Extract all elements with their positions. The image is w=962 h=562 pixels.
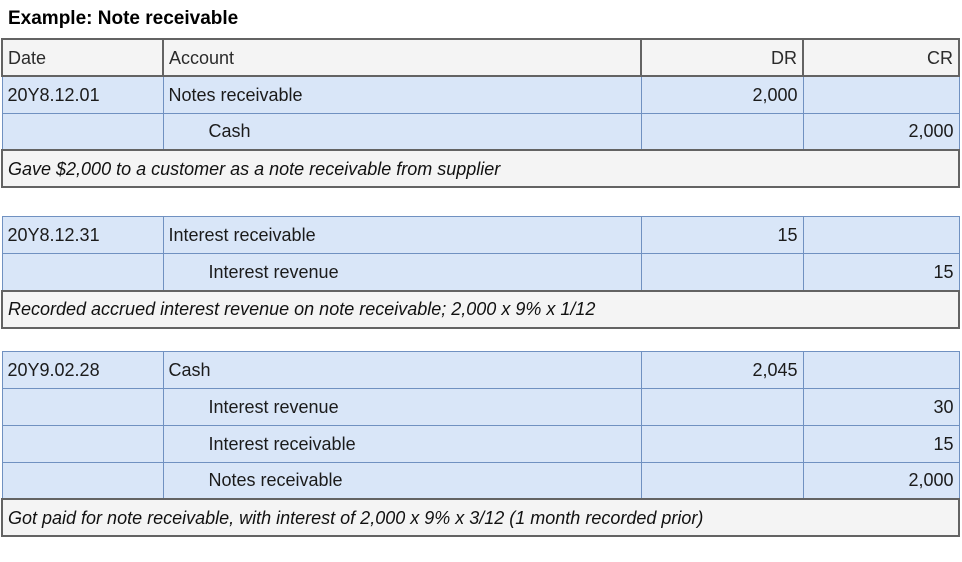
account-cell: Interest receivable [162, 216, 642, 254]
entry-note: Recorded accrued interest revenue on not… [1, 289, 960, 329]
journal-table-block-3: 20Y9.02.28 Cash 2,045 Interest revenue 3… [1, 350, 960, 537]
column-header-cr: CR [802, 38, 960, 77]
dr-cell: 2,000 [640, 75, 804, 114]
dr-cell [640, 387, 804, 426]
date-cell [1, 112, 164, 151]
journal-row: Cash 2,000 [1, 112, 960, 151]
column-header-dr: DR [640, 38, 804, 77]
account-cell: Interest revenue [162, 387, 642, 426]
header-row: Date Account DR CR [1, 38, 960, 77]
cr-cell: 2,000 [802, 112, 960, 151]
journal-row: Notes receivable 2,000 [1, 461, 960, 500]
page-title: Example: Note receivable [8, 8, 239, 29]
entry-note: Got paid for note receivable, with inter… [1, 498, 960, 537]
account-cell: Interest revenue [162, 253, 642, 291]
note-row: Gave $2,000 to a customer as a note rece… [1, 149, 960, 188]
note-row: Got paid for note receivable, with inter… [1, 498, 960, 537]
journal-row: Interest revenue 15 [1, 253, 960, 291]
dr-cell [640, 461, 804, 500]
account-cell: Cash [162, 112, 642, 151]
column-header-date: Date [1, 38, 164, 77]
date-cell [1, 461, 164, 500]
column-header-account: Account [162, 38, 642, 77]
journal-table-block-1: Date Account DR CR 20Y8.12.01 Notes rece… [1, 38, 960, 188]
cr-cell: 15 [802, 424, 960, 463]
cr-cell [802, 350, 960, 389]
dr-cell [640, 253, 804, 291]
cr-cell: 15 [802, 253, 960, 291]
journal-row: Interest revenue 30 [1, 387, 960, 426]
cr-cell: 2,000 [802, 461, 960, 500]
dr-cell: 15 [640, 216, 804, 254]
date-cell: 20Y8.12.31 [1, 216, 164, 254]
account-cell: Cash [162, 350, 642, 389]
journal-row: 20Y8.12.01 Notes receivable 2,000 [1, 75, 960, 114]
date-cell [1, 253, 164, 291]
journal-row: 20Y9.02.28 Cash 2,045 [1, 350, 960, 389]
journal-table-block-2: 20Y8.12.31 Interest receivable 15 Intere… [1, 216, 960, 329]
journal-row: Interest receivable 15 [1, 424, 960, 463]
document-page: Example: Note receivable Date Account DR… [0, 8, 962, 537]
cr-cell [802, 75, 960, 114]
account-cell: Notes receivable [162, 75, 642, 114]
date-cell: 20Y8.12.01 [1, 75, 164, 114]
cr-cell [802, 216, 960, 254]
dr-cell [640, 112, 804, 151]
cr-cell: 30 [802, 387, 960, 426]
entry-note: Gave $2,000 to a customer as a note rece… [1, 149, 960, 188]
dr-cell [640, 424, 804, 463]
journal-row: 20Y8.12.31 Interest receivable 15 [1, 216, 960, 254]
date-cell: 20Y9.02.28 [1, 350, 164, 389]
account-cell: Interest receivable [162, 424, 642, 463]
account-cell: Notes receivable [162, 461, 642, 500]
date-cell [1, 424, 164, 463]
note-row: Recorded accrued interest revenue on not… [1, 289, 960, 329]
dr-cell: 2,045 [640, 350, 804, 389]
date-cell [1, 387, 164, 426]
